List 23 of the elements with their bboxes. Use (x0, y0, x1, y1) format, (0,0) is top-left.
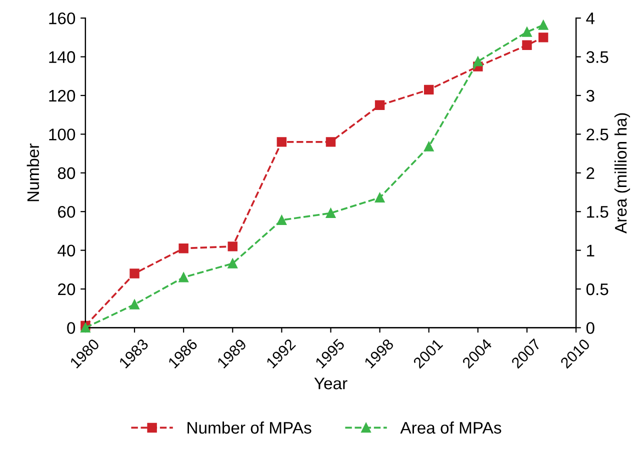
y-tick-label: 100 (49, 128, 76, 140)
y2-tick-label: 0 (586, 322, 594, 334)
y-tick-label: 160 (49, 12, 76, 24)
y2-tick-label: 1.5 (587, 206, 608, 218)
y-axis-title: Number (26, 144, 40, 202)
y2-tick-label: 2 (586, 167, 594, 179)
y-tick-label: 80 (58, 167, 76, 180)
y2-tick-label: 1 (587, 244, 594, 256)
y-tick-label: 140 (49, 51, 76, 63)
y-tick-label: 60 (58, 206, 76, 218)
y2-tick-label: 0.5 (586, 283, 608, 296)
y-tick-label: 20 (58, 283, 76, 296)
y-tick-label: 0 (67, 322, 76, 334)
y2-tick-label: 3.5 (586, 51, 608, 63)
y2-axis-title: Area (million ha) (614, 113, 630, 234)
y-tick-label: 120 (49, 90, 76, 102)
y2-tick-label: 4 (586, 12, 595, 24)
y-tick-label: 40 (58, 244, 76, 256)
legend-label: Area of MPAs (400, 421, 502, 434)
x-axis-title: Year (314, 378, 348, 390)
legend-label: Number of MPAs (188, 421, 312, 434)
y2-tick-label: 2.5 (586, 128, 608, 140)
y2-tick-label: 3 (586, 90, 594, 102)
